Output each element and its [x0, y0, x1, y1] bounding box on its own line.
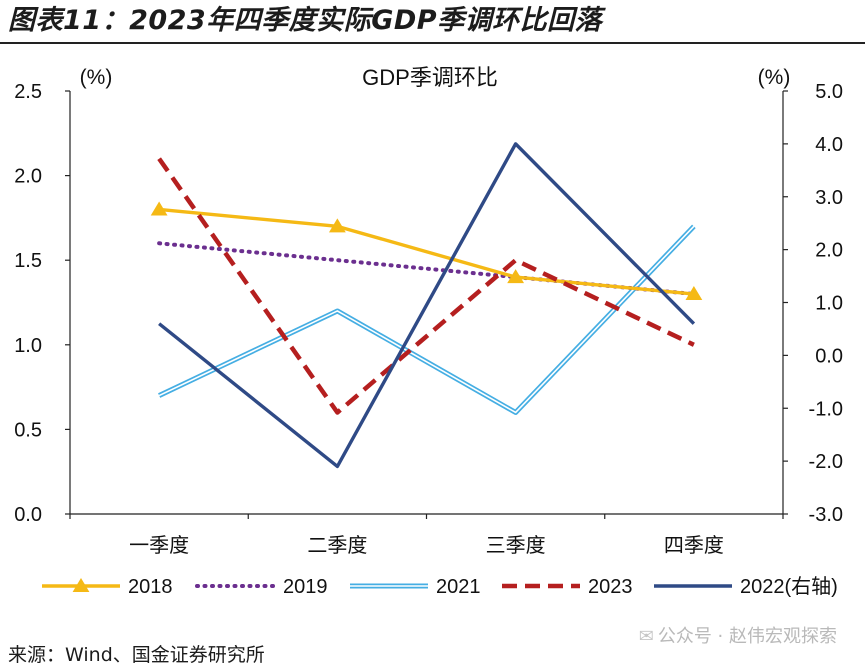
- series-line-inner: [158, 225, 695, 414]
- legend-item: 2023: [502, 576, 633, 598]
- right-tick-label: -1.0: [809, 398, 843, 420]
- x-category-label: 一季度: [129, 534, 189, 557]
- axes: 0.0 0.5 1.0 1.5 2.0 2.5 -3.0 -2.0 -1.0 0.0 1.0 2.0 3…: [14, 81, 843, 557]
- chart-title: GDP季调环比: [362, 65, 498, 90]
- right-axis-unit: (%): [758, 66, 791, 89]
- data-marker: [328, 218, 346, 233]
- series-line: [157, 241, 696, 297]
- data-marker: [507, 269, 525, 284]
- title-divider: [0, 42, 865, 44]
- legend-item: 2018: [42, 576, 173, 598]
- legend: 2018 2019 2021 2023 2022(右轴): [42, 575, 838, 598]
- x-category-label: 三季度: [486, 534, 546, 557]
- watermark-text: 公众号 · 赵伟宏观探索: [657, 626, 837, 647]
- legend-item: 2021: [350, 576, 481, 598]
- right-tick-label: 2.0: [815, 240, 843, 262]
- legend-label: 2023: [588, 576, 633, 598]
- legend-item: 2022(右轴): [654, 575, 838, 598]
- series-lines: [150, 142, 703, 469]
- series-line: [158, 207, 695, 296]
- data-marker: [150, 201, 168, 216]
- figure-title: 图表11：2023年四季度实际GDP季调环比回落: [8, 5, 603, 36]
- left-tick-label: 0.0: [14, 504, 42, 526]
- series-2022: [158, 142, 696, 469]
- right-tick-label: -3.0: [809, 504, 843, 526]
- right-tick-label: 0.0: [815, 345, 843, 367]
- right-tick-label: 3.0: [815, 187, 843, 209]
- legend-marker: [72, 578, 90, 592]
- legend-label: 2021: [436, 576, 481, 598]
- wechat-icon: ✉: [638, 626, 654, 647]
- series-2021: [158, 224, 696, 415]
- legend-label: 2018: [128, 576, 173, 598]
- left-tick-label: 1.0: [14, 335, 42, 357]
- series-2019: [157, 241, 696, 297]
- right-tick-label: 4.0: [815, 134, 843, 156]
- series-2018: [150, 201, 703, 301]
- legend-label: 2022(右轴): [740, 575, 838, 598]
- left-tick-label: 0.5: [14, 419, 42, 441]
- right-tick-label: 5.0: [815, 81, 843, 103]
- legend-label: 2019: [283, 576, 328, 598]
- source-note: 来源：Wind、国金证券研究所: [8, 644, 265, 666]
- right-tick-label: -2.0: [809, 451, 843, 473]
- data-marker: [685, 286, 703, 301]
- series-line: [158, 142, 696, 469]
- series-line: [157, 157, 695, 415]
- watermark: ✉ 公众号 · 赵伟宏观探索: [639, 622, 837, 648]
- left-tick-label: 1.5: [14, 250, 42, 272]
- x-category-label: 二季度: [307, 534, 367, 557]
- series-line-outer: [158, 224, 696, 415]
- series-2023: [157, 157, 695, 415]
- left-axis-unit: (%): [80, 66, 113, 89]
- left-tick-label: 2.0: [14, 166, 42, 188]
- right-tick-label: 1.0: [815, 293, 843, 315]
- x-category-label: 四季度: [664, 534, 724, 557]
- legend-item: 2019: [195, 576, 328, 598]
- left-tick-label: 2.5: [14, 81, 42, 103]
